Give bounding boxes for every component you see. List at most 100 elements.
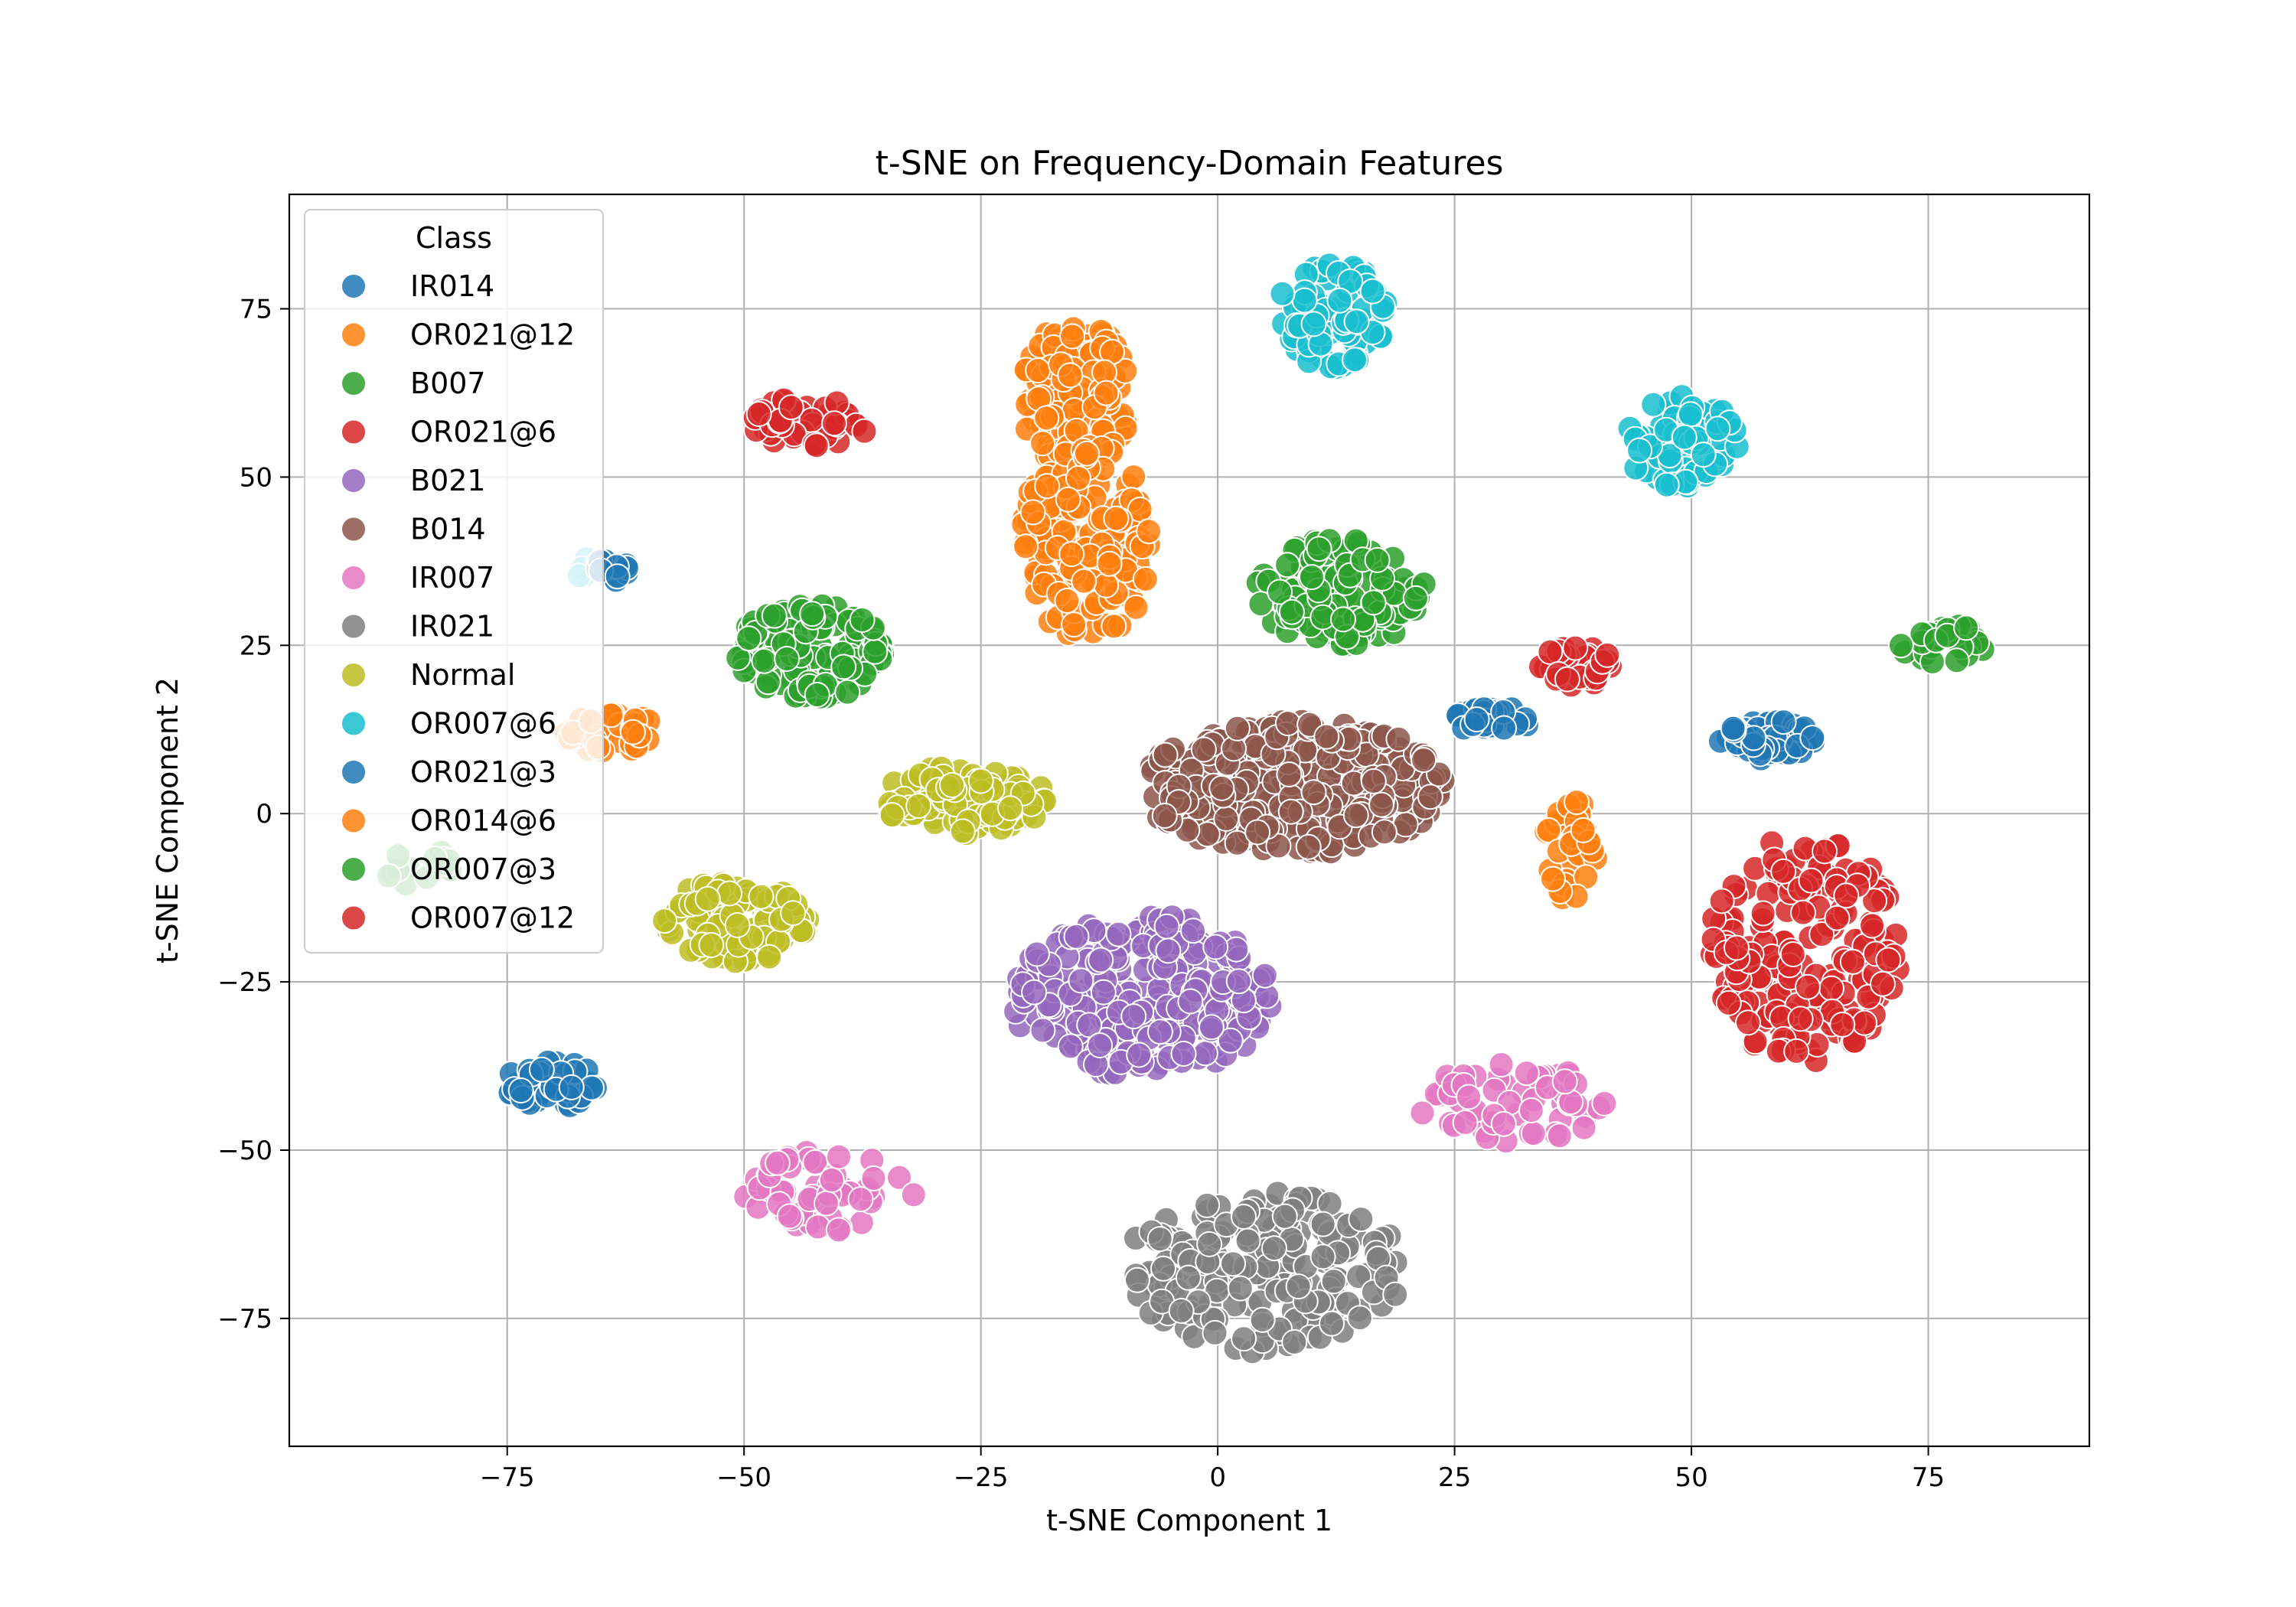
y-tick-label: −25	[217, 967, 272, 998]
scatter-point	[1175, 1264, 1202, 1291]
scatter-point	[1342, 347, 1368, 373]
scatter-point	[1795, 973, 1821, 1000]
scatter-point	[725, 644, 752, 671]
scatter-point	[1594, 641, 1621, 668]
scatter-point	[1452, 1110, 1479, 1136]
scatter-point	[1101, 613, 1127, 640]
scatter-point	[1787, 1006, 1814, 1032]
x-tick-label: 75	[1912, 1462, 1945, 1493]
scatter-point	[1281, 1328, 1308, 1355]
axis-ticks: −75 −50 −25 0 25 50 75 −75 −50 −25 0 25 50 75	[217, 295, 1945, 1493]
scatter-point	[1295, 833, 1322, 860]
legend-entry-or021-12: OR021@12	[410, 318, 575, 352]
y-tick-label: −75	[217, 1304, 272, 1335]
scatter-point	[949, 818, 976, 845]
scatter-point	[1019, 499, 1046, 526]
scatter-point	[1300, 311, 1327, 337]
scatter-point	[834, 679, 861, 706]
scatter-point	[1057, 1033, 1084, 1060]
scatter-point	[1146, 1226, 1173, 1253]
scatter-point	[1371, 819, 1397, 846]
scatter-point	[1812, 838, 1838, 865]
scatter-point	[1103, 505, 1130, 532]
scatter-point	[1551, 1068, 1578, 1095]
y-axis-label: t-SNE Component 2	[151, 677, 184, 963]
legend-title: Class	[416, 221, 492, 255]
scatter-point	[1105, 921, 1132, 947]
series-normal	[651, 755, 1058, 975]
scatter-point	[1342, 802, 1369, 829]
scatter-point	[1061, 611, 1088, 638]
scatter-point	[1535, 817, 1562, 843]
scatter-point	[751, 647, 778, 674]
scatter-point	[1150, 1255, 1176, 1282]
series-or007-12	[1528, 634, 1623, 699]
scatter-point	[1120, 1003, 1147, 1030]
y-tick-label: 0	[256, 799, 272, 830]
scatter-point	[1591, 1090, 1618, 1116]
legend-marker	[341, 273, 367, 299]
scatter-point	[851, 418, 878, 445]
scatter-point	[1059, 323, 1086, 350]
scatter-point	[1348, 1206, 1375, 1233]
scatter-point	[1033, 405, 1060, 432]
scatter-point	[1093, 380, 1120, 406]
scatter-point	[825, 1217, 852, 1244]
scatter-point	[1359, 278, 1386, 305]
scatter-point	[1798, 867, 1825, 894]
scatter-point	[1274, 552, 1301, 579]
scatter-point	[1779, 941, 1806, 967]
scatter-point	[1715, 989, 1742, 1016]
scatter-point	[1065, 464, 1091, 491]
scatter-point	[1063, 923, 1090, 950]
scatter-point	[847, 1186, 874, 1213]
y-tick-label: 75	[240, 295, 272, 325]
scatter-point	[818, 1167, 845, 1193]
scatter-point	[1564, 789, 1590, 816]
scatter-point	[1382, 1281, 1409, 1308]
scatter-point	[1770, 858, 1797, 885]
scatter-point	[1269, 280, 1296, 307]
scatter-point	[1213, 806, 1240, 832]
scatter-point	[1360, 589, 1387, 616]
scatter-point	[1640, 391, 1667, 418]
scatter-point	[1153, 913, 1180, 940]
scatter-point	[724, 912, 751, 938]
legend-marker	[341, 662, 367, 688]
scatter-point	[1299, 564, 1325, 591]
legend-marker	[341, 516, 367, 543]
scatter-point	[1570, 1114, 1597, 1141]
scatter-point	[1278, 598, 1305, 625]
scatter-point	[1170, 1041, 1197, 1067]
scatter-point	[765, 1149, 791, 1176]
scatter-point	[1887, 632, 1914, 659]
scatter-point	[1231, 1204, 1257, 1230]
scatter-point	[849, 607, 876, 633]
scatter-point	[826, 1143, 852, 1170]
scatter-point	[1319, 1310, 1345, 1337]
legend-entry-b007: B007	[410, 367, 486, 400]
scatter-point	[1224, 830, 1251, 856]
scatter-point	[1456, 1084, 1482, 1110]
legend: Class IR014 OR021@12 B007 OR021@6 B021 B014 IR0…	[304, 209, 604, 953]
legend-entry-b021: B021	[410, 464, 486, 497]
scatter-point	[1343, 308, 1370, 335]
legend-entry-or021-3: OR021@3	[410, 755, 556, 789]
x-tick-label: 50	[1675, 1462, 1707, 1493]
scatter-point	[780, 900, 807, 927]
legend-entry-normal: Normal	[410, 658, 516, 692]
scatter-point	[1029, 430, 1056, 457]
scatter-point	[1875, 947, 1902, 973]
x-axis-label: t-SNE Component 1	[1046, 1504, 1332, 1537]
scatter-point	[1402, 585, 1429, 611]
scatter-point	[1491, 715, 1518, 742]
scatter-point	[799, 601, 826, 627]
legend-entry-ir014: IR014	[410, 269, 494, 303]
scatter-point	[1326, 287, 1353, 314]
scatter-point	[1309, 1244, 1336, 1270]
scatter-point	[1677, 401, 1704, 428]
scatter-point	[604, 563, 631, 590]
scatter-point	[1851, 1009, 1878, 1036]
scatter-point	[1190, 736, 1217, 763]
scatter-point	[1671, 424, 1698, 451]
